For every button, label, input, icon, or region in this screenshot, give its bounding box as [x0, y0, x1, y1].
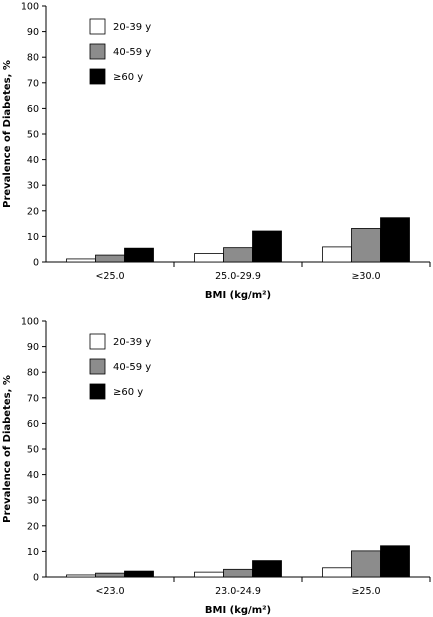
legend-label: 20-39 y: [113, 22, 151, 33]
bar-20-39-2: [322, 246, 352, 263]
x-category-label: ≥30.0: [351, 271, 380, 282]
y-tick-label: 90: [27, 342, 39, 353]
bar-40-59-0: [95, 254, 125, 263]
bar-60plus-1: [252, 560, 282, 578]
bar-20-39-1: [194, 571, 224, 578]
bar-60plus-2: [380, 217, 410, 263]
legend-label: 40-59 y: [113, 362, 151, 373]
legend-label: ≥60 y: [113, 72, 143, 83]
y-tick-label: 50: [27, 130, 39, 141]
x-category-label: ≥25.0: [351, 586, 380, 597]
y-tick-label: 80: [27, 53, 39, 64]
chart-panel-bottom: 0 10 20 30 40 50 60 70 80 90 100 <23.0 23.0-24.9 ≥25.…: [2, 317, 431, 616]
bar-40-59-1: [223, 247, 253, 263]
y-tick-label: 0: [33, 573, 39, 584]
bar-40-59-0: [95, 572, 125, 578]
y-tick-label: 30: [27, 496, 39, 507]
x-category-label: <23.0: [95, 586, 124, 597]
x-category-label: <25.0: [95, 271, 124, 282]
y-tick-label: 60: [27, 104, 39, 115]
legend-swatch: [89, 333, 106, 350]
y-tick-label: 0: [33, 258, 39, 269]
x-category-label: 25.0-29.9: [215, 271, 261, 282]
y-tick-label: 100: [21, 2, 39, 13]
x-axis-title: BMI (kg/m²): [205, 290, 271, 301]
y-axis-title: Prevalence of Diabetes, %: [2, 60, 13, 208]
y-tick-label: 30: [27, 181, 39, 192]
bar-60plus-0: [124, 570, 154, 578]
bar-40-59-1: [223, 568, 253, 578]
y-tick-label: 100: [21, 317, 39, 328]
bar-20-39-2: [322, 567, 352, 578]
y-tick-label: 70: [27, 78, 39, 89]
legend-swatch: [89, 68, 106, 85]
y-tick-label: 80: [27, 368, 39, 379]
legend-swatch: [89, 18, 106, 35]
x-category-label: 23.0-24.9: [215, 586, 261, 597]
y-tick-label: 60: [27, 419, 39, 430]
y-tick-label: 40: [27, 155, 39, 166]
y-axis-title: Prevalence of Diabetes, %: [2, 375, 13, 523]
chart-panel-top: 0 10 20 30 40 50 60 70 80 90 100 <25.0 25.0-29.9 ≥30.…: [2, 2, 431, 301]
bar-60plus-2: [380, 545, 410, 578]
bar-20-39-0: [66, 258, 96, 263]
y-tick-label: 10: [27, 232, 39, 243]
y-tick-label: 20: [27, 521, 39, 532]
bar-40-59-2: [351, 228, 381, 263]
legend-swatch: [89, 383, 106, 400]
bar-60plus-0: [124, 247, 154, 263]
y-tick-label: 40: [27, 470, 39, 481]
bar-20-39-1: [194, 253, 224, 263]
legend-label: 40-59 y: [113, 47, 151, 58]
y-tick-label: 10: [27, 547, 39, 558]
y-tick-label: 90: [27, 27, 39, 38]
legend-swatch: [89, 358, 106, 375]
legend-swatch: [89, 43, 106, 60]
legend-label: ≥60 y: [113, 387, 143, 398]
bar-40-59-2: [351, 550, 381, 578]
bar-60plus-1: [252, 230, 282, 263]
x-axis-title: BMI (kg/m²): [205, 605, 271, 616]
y-tick-label: 70: [27, 393, 39, 404]
y-tick-label: 50: [27, 445, 39, 456]
y-tick-label: 20: [27, 206, 39, 217]
legend-label: 20-39 y: [113, 337, 151, 348]
bar-20-39-0: [66, 574, 96, 578]
